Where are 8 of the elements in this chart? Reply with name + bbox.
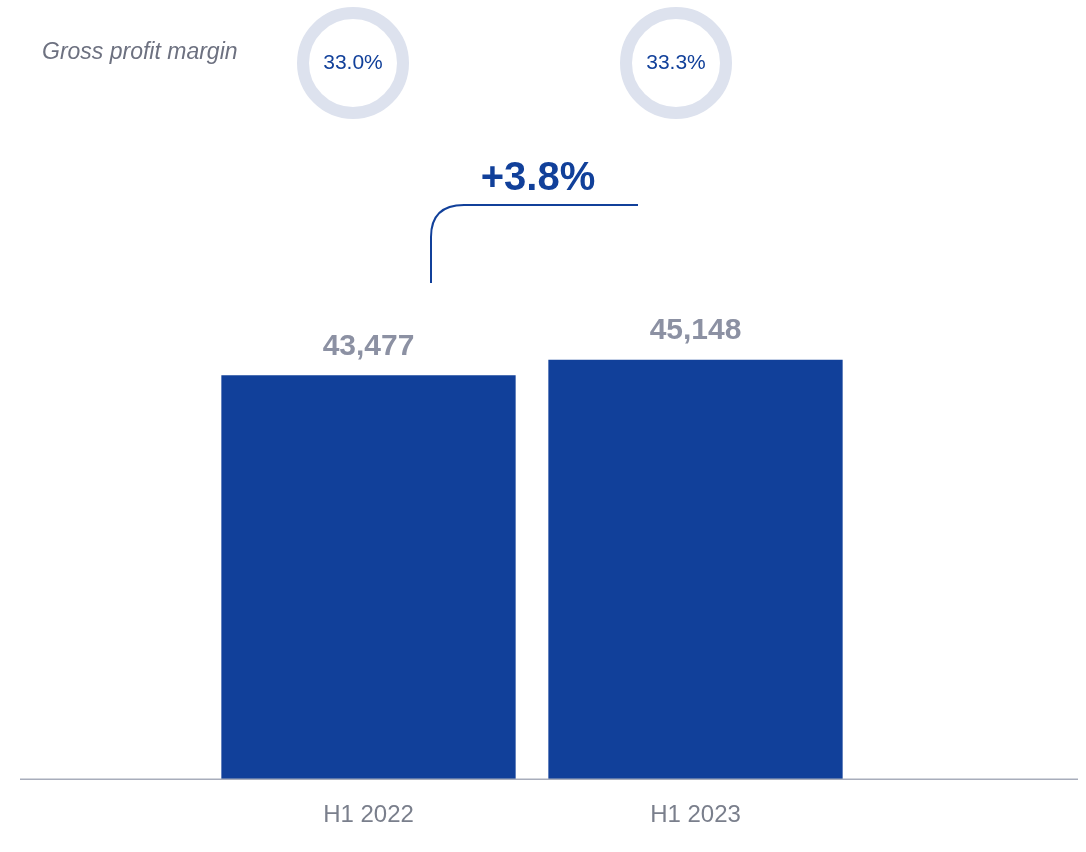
text: 33.3% (645, 50, 707, 74)
x-tick-label: H1 2023 (650, 800, 741, 828)
text: Gross profit margin (42, 38, 238, 65)
text: 33.0% (322, 50, 384, 74)
data-label: 45,148 (649, 312, 742, 345)
data-label: 43,477 (322, 327, 415, 361)
text: +3.8% (479, 154, 597, 199)
x-tick-label: H1 2022 (323, 800, 414, 828)
